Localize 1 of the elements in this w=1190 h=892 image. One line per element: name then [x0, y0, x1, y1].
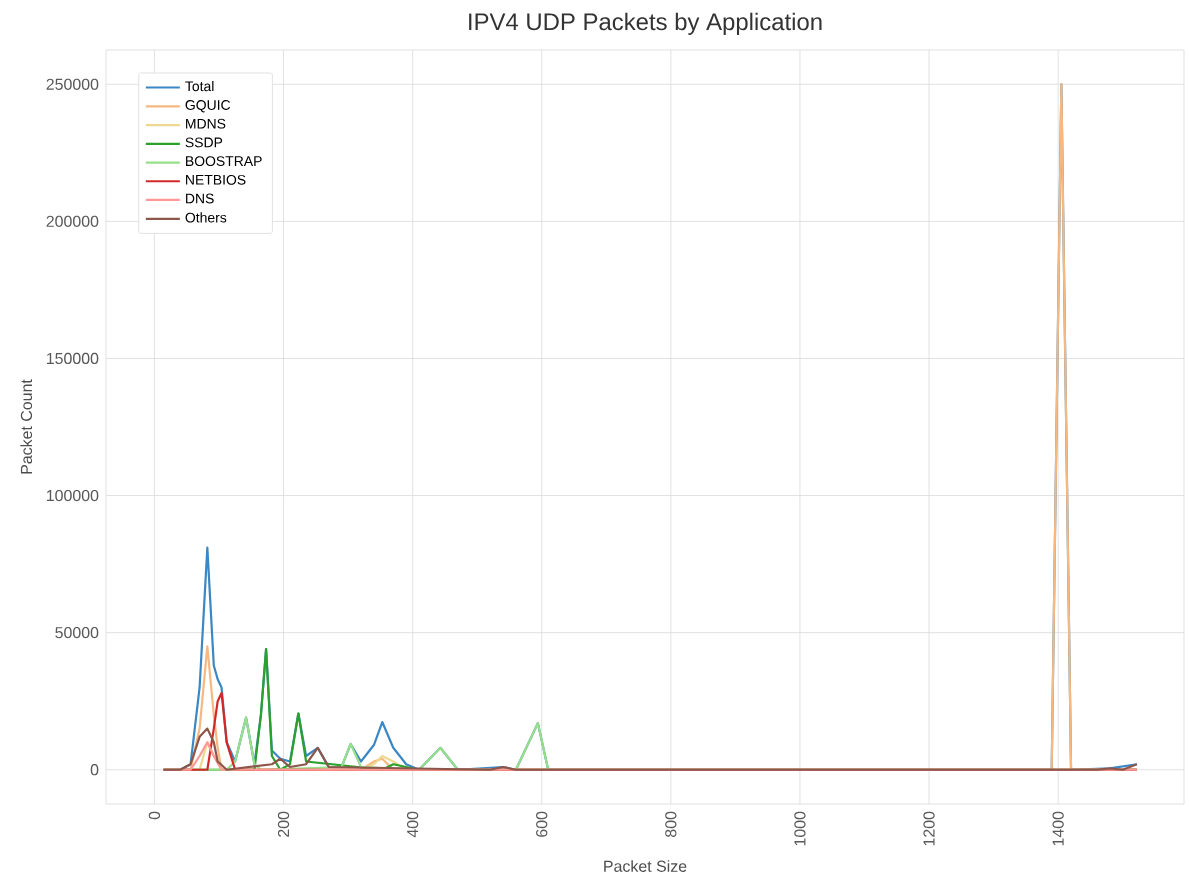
chart-title: IPV4 UDP Packets by Application	[469, 12, 822, 35]
